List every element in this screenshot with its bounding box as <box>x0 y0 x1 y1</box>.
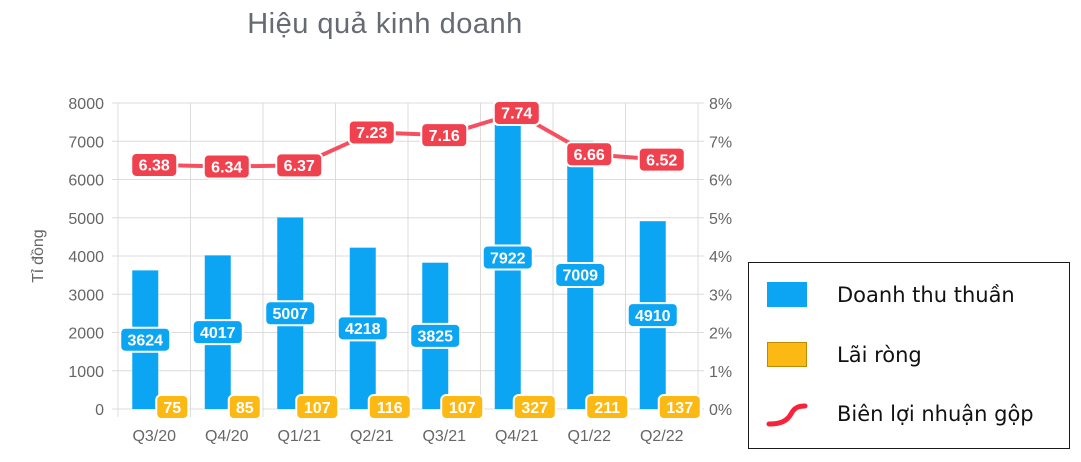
chart-title: Hiệu quả kinh doanh <box>247 8 523 40</box>
y2-tick-label: 7% <box>709 134 732 151</box>
data-label-net-profit: 107 <box>304 400 331 417</box>
y-tick-label: 4000 <box>68 249 104 266</box>
data-label-net-profit-bg <box>512 394 557 420</box>
data-label-gross-margin-bg <box>130 151 179 178</box>
data-label-net-profit-bg <box>295 394 340 420</box>
data-label-revenue-bg <box>191 319 244 346</box>
data-label-net-profit: 75 <box>163 400 181 417</box>
y-tick-label: 0 <box>95 402 104 419</box>
data-label-net-profit-bg <box>585 394 630 420</box>
data-label-revenue-bg <box>626 302 679 329</box>
data-label-revenue-bg <box>481 244 534 271</box>
legend-label-gross-margin: Biên lợi nhuận gộp <box>837 402 1034 426</box>
data-label-net-profit-bg <box>440 394 485 420</box>
data-label-gross-margin: 7.16 <box>429 128 460 145</box>
x-tick-label: Q4/20 <box>205 428 249 445</box>
y2-tick-label: 2% <box>709 326 732 343</box>
data-label-revenue: 4218 <box>345 321 381 338</box>
data-label-net-profit: 107 <box>449 400 476 417</box>
data-label-revenue-bg <box>554 261 607 288</box>
y-tick-label: 3000 <box>68 287 104 304</box>
data-label-gross-margin: 6.37 <box>284 158 315 175</box>
x-tick-label: Q3/21 <box>422 428 466 445</box>
data-label-gross-margin-bg <box>637 146 686 173</box>
data-label-gross-margin-bg <box>275 152 324 179</box>
y2-tick-label: 4% <box>709 249 732 266</box>
data-label-gross-margin-bg <box>202 153 251 180</box>
data-label-revenue: 7922 <box>490 250 526 267</box>
data-label-revenue: 3825 <box>417 329 453 346</box>
data-label-gross-margin-bg <box>420 122 469 149</box>
y2-tick-label: 6% <box>709 173 732 190</box>
x-tick-label: Q4/21 <box>495 428 539 445</box>
y-axis-title: Tỉ đồng <box>30 229 47 282</box>
data-label-revenue: 7009 <box>562 268 598 285</box>
x-tick-label: Q2/21 <box>350 428 394 445</box>
y2-tick-label: 5% <box>709 211 732 228</box>
data-label-gross-margin-bg <box>492 99 541 126</box>
legend-swatch-net-profit <box>767 342 807 367</box>
data-label-net-profit: 85 <box>236 400 254 417</box>
data-label-gross-margin: 6.66 <box>574 147 605 164</box>
data-label-net-profit: 137 <box>666 400 693 417</box>
data-label-revenue-bg <box>336 315 389 342</box>
data-label-net-profit-bg <box>657 394 702 420</box>
y2-tick-label: 0% <box>709 402 732 419</box>
y-tick-label: 1000 <box>68 364 104 381</box>
data-label-net-profit-bg <box>367 394 412 420</box>
legend-item-net-profit: Lãi ròng <box>749 335 1069 375</box>
x-tick-label: Q1/21 <box>277 428 321 445</box>
y-tick-label: 2000 <box>68 326 104 343</box>
legend-label-net-profit: Lãi ròng <box>837 343 922 367</box>
data-label-revenue-bg <box>119 326 172 353</box>
data-label-gross-margin: 7.74 <box>501 106 532 123</box>
y-tick-label: 5000 <box>68 211 104 228</box>
data-label-revenue: 4017 <box>200 325 236 342</box>
data-label-gross-margin: 6.52 <box>646 152 677 169</box>
legend-swatch-gross-margin <box>766 403 808 427</box>
y-tick-label: 8000 <box>68 96 104 113</box>
y2-tick-label: 1% <box>709 364 732 381</box>
data-label-revenue: 4910 <box>635 308 671 325</box>
legend-label-revenue: Doanh thu thuần <box>837 283 1015 307</box>
data-label-gross-margin-bg <box>565 141 614 168</box>
data-label-net-profit-bg <box>155 394 190 420</box>
data-label-net-profit: 211 <box>594 400 620 417</box>
legend-item-revenue: Doanh thu thuần <box>749 275 1069 315</box>
y-tick-label: 6000 <box>68 173 104 190</box>
data-label-revenue: 3624 <box>127 332 163 349</box>
x-tick-label: Q2/22 <box>640 428 684 445</box>
data-label-revenue-bg <box>264 300 317 327</box>
data-label-revenue-bg <box>409 322 462 349</box>
data-label-net-profit-bg <box>227 394 262 420</box>
data-label-gross-margin: 6.38 <box>139 158 170 175</box>
y2-tick-label: 8% <box>709 96 732 113</box>
data-label-gross-margin: 6.34 <box>211 159 242 176</box>
legend: Doanh thu thuần Lãi ròng Biên lợi nhuận … <box>748 262 1070 449</box>
legend-swatch-revenue <box>767 282 807 307</box>
x-tick-label: Q1/22 <box>567 428 611 445</box>
y-tick-label: 7000 <box>68 134 104 151</box>
data-label-gross-margin: 7.23 <box>356 125 387 142</box>
data-label-net-profit: 327 <box>521 400 548 417</box>
data-label-net-profit: 116 <box>377 400 403 417</box>
data-label-revenue: 5007 <box>272 306 308 323</box>
y2-tick-label: 3% <box>709 287 732 304</box>
data-label-gross-margin-bg <box>347 119 396 146</box>
legend-item-gross-margin: Biên lợi nhuận gộp <box>749 394 1069 434</box>
x-tick-label: Q3/20 <box>132 428 176 445</box>
